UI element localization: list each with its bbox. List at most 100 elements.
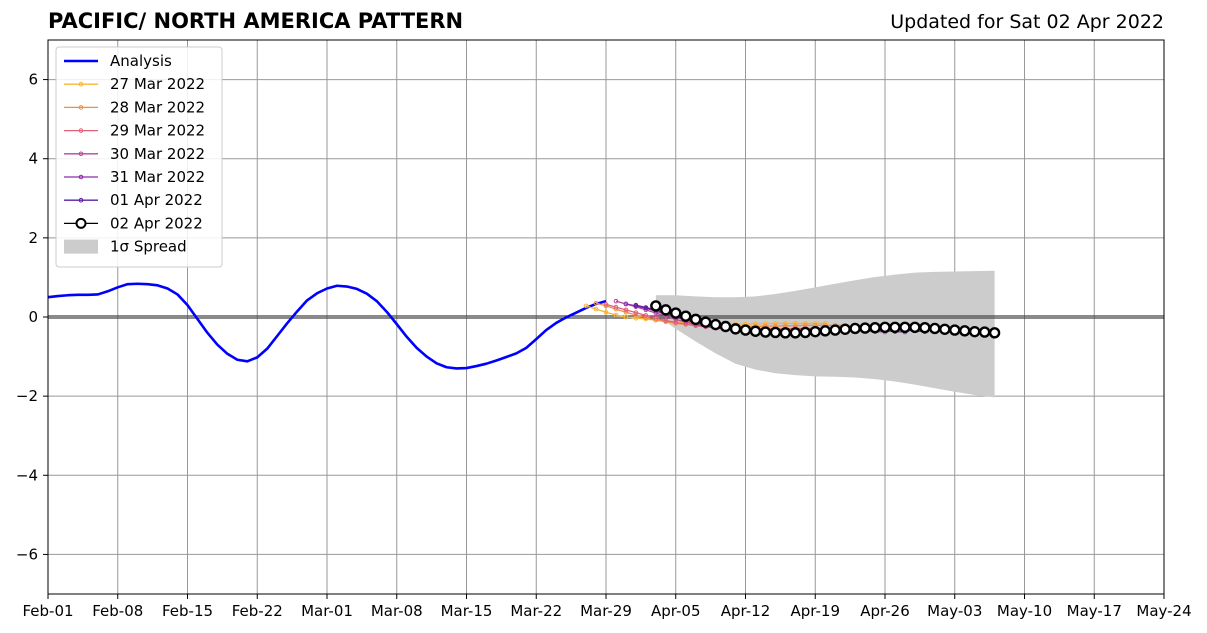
forecast-point: [773, 321, 778, 326]
x-tick-label: Mar-08: [371, 602, 423, 620]
forecast-point: [959, 325, 971, 337]
legend: Analysis 27 Mar 2022 28 Mar 2022 29 Mar 202…: [55, 46, 223, 268]
forecast-point: [663, 318, 669, 323]
x-tick-label: Apr-26: [860, 602, 910, 620]
forecast-point: [819, 325, 831, 337]
forecast-point: [779, 327, 792, 339]
forecast-point: [949, 324, 961, 336]
legend-label-forecast: 28 Mar 2022: [110, 98, 205, 116]
forecast-point: [719, 320, 732, 333]
forecast-point: [988, 327, 1001, 339]
forecast-point: [643, 305, 649, 310]
x-tick-label: Feb-08: [92, 602, 143, 620]
forecast-point: [909, 321, 921, 333]
y-tick-label: 2: [28, 229, 38, 247]
legend-label-forecast: 27 Mar 2022: [110, 75, 205, 93]
forecast-point: [603, 302, 609, 307]
forecast-point: [869, 321, 881, 334]
legend-marker-forecast: [78, 81, 84, 87]
y-tick-label: −6: [16, 545, 38, 563]
legend-swatch-spread: [64, 239, 98, 254]
forecast-point: [978, 326, 991, 338]
forecast-point: [809, 325, 821, 338]
legend-marker-forecast: [78, 151, 84, 157]
forecast-point: [583, 303, 589, 309]
forecast-point: [680, 310, 692, 322]
forecast-point: [929, 322, 941, 335]
x-tick-label: Feb-01: [22, 602, 73, 620]
forecast-point: [769, 326, 782, 339]
forecast-point: [689, 313, 702, 326]
legend-label-forecast: 30 Mar 2022: [110, 145, 205, 163]
x-tick-label: May-03: [927, 602, 982, 620]
forecast-point: [939, 323, 951, 335]
forecast-point: [759, 326, 772, 338]
x-tick-label: Mar-29: [580, 602, 632, 620]
forecast-point: [699, 316, 712, 328]
forecast-point: [660, 304, 672, 316]
x-tick-label: May-24: [1136, 602, 1191, 620]
forecast-point: [849, 322, 861, 335]
legend-label-spread: 1σ Spread: [110, 238, 187, 256]
x-tick-label: Mar-01: [301, 602, 353, 620]
legend-label-forecast: 02 Apr 2022: [110, 214, 203, 232]
x-tick-label: May-17: [1067, 602, 1122, 620]
y-tick-label: 6: [28, 71, 38, 89]
legend-label-forecast: 01 Apr 2022: [110, 191, 203, 209]
x-tick-label: Apr-05: [651, 602, 701, 620]
forecast-point: [670, 307, 682, 319]
legend-marker-forecast: [78, 128, 84, 133]
legend-marker-forecast: [78, 105, 84, 110]
forecast-point: [899, 321, 911, 333]
legend-marker-forecast: [78, 197, 84, 203]
y-tick-label: 4: [28, 150, 38, 168]
forecast-point: [613, 298, 619, 304]
x-tick-label: Mar-22: [510, 602, 562, 620]
chart-title: PACIFIC/ NORTH AMERICA PATTERN: [48, 9, 464, 33]
forecast-point: [613, 304, 619, 310]
forecast-point: [829, 324, 841, 336]
x-tick-label: Mar-15: [441, 602, 493, 620]
legend-label-forecast: 31 Mar 2022: [110, 168, 205, 186]
forecast-point: [919, 321, 931, 334]
forecast-point: [729, 323, 742, 335]
forecast-point: [739, 324, 752, 336]
legend-marker-forecast: [75, 217, 87, 229]
y-tick-label: −4: [16, 466, 38, 484]
forecast-point: [653, 315, 659, 321]
x-tick-label: Feb-22: [232, 602, 283, 620]
forecast-point: [889, 321, 901, 333]
forecast-point: [593, 306, 599, 312]
legend-label-analysis: Analysis: [110, 52, 172, 70]
forecast-point: [753, 321, 758, 327]
forecast-point: [593, 300, 599, 306]
y-tick-label: 0: [28, 308, 38, 326]
forecast-point: [859, 322, 871, 334]
axis-ticks: Feb-01 Feb-08 Feb-15 Feb-22 Mar-01 Mar-08 Mar-…: [16, 71, 1192, 620]
chart-subtitle: Updated for Sat 02 Apr 2022: [890, 11, 1164, 33]
forecast-point: [789, 327, 802, 339]
forecast-point: [633, 302, 639, 308]
x-tick-label: Apr-19: [791, 602, 841, 620]
forecast-point: [709, 318, 722, 331]
forecast-point: [623, 314, 629, 320]
forecast-point: [879, 321, 891, 333]
forecast-point: [749, 325, 762, 337]
forecast-point: [799, 326, 811, 339]
forecast-point: [623, 307, 629, 313]
forecast-point: [643, 313, 649, 318]
legend-box: [55, 46, 223, 268]
forecast-point: [623, 301, 629, 307]
analysis-line: [47, 282, 607, 370]
x-tick-label: Apr-12: [721, 602, 771, 620]
zero-line: [48, 315, 1164, 319]
forecast-point: [633, 310, 639, 315]
forecast-point: [603, 303, 609, 309]
legend-label-forecast: 29 Mar 2022: [110, 122, 205, 140]
x-tick-label: May-10: [997, 602, 1052, 620]
forecast-point: [968, 325, 981, 338]
forecast-point: [613, 312, 619, 318]
series: [47, 282, 1001, 370]
forecast-point: [839, 323, 851, 335]
